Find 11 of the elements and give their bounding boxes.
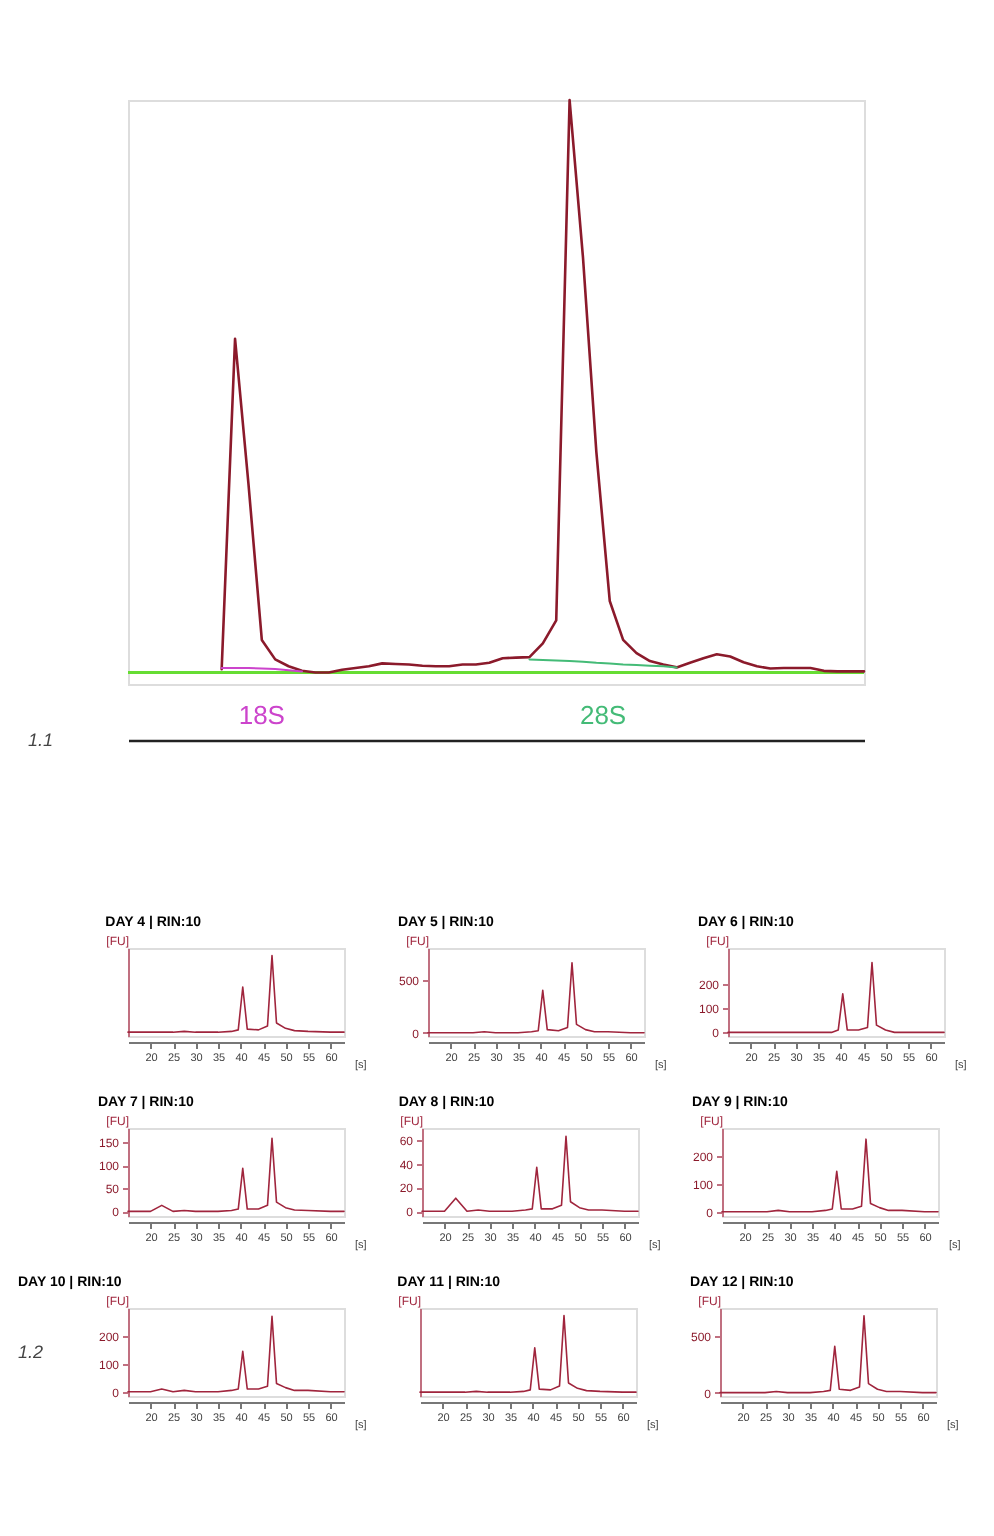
series-label: 18S bbox=[238, 700, 286, 730]
line-series bbox=[427, 962, 645, 1034]
line-series bbox=[719, 1315, 937, 1394]
line-series bbox=[421, 1135, 639, 1213]
line-series bbox=[127, 1315, 345, 1393]
text: 1.2 bbox=[18, 1342, 44, 1362]
text: 1.1 bbox=[28, 730, 54, 750]
line-series bbox=[127, 1137, 345, 1213]
line-series bbox=[727, 961, 945, 1034]
series-label: 28S bbox=[579, 700, 627, 730]
line-series bbox=[721, 1138, 939, 1213]
